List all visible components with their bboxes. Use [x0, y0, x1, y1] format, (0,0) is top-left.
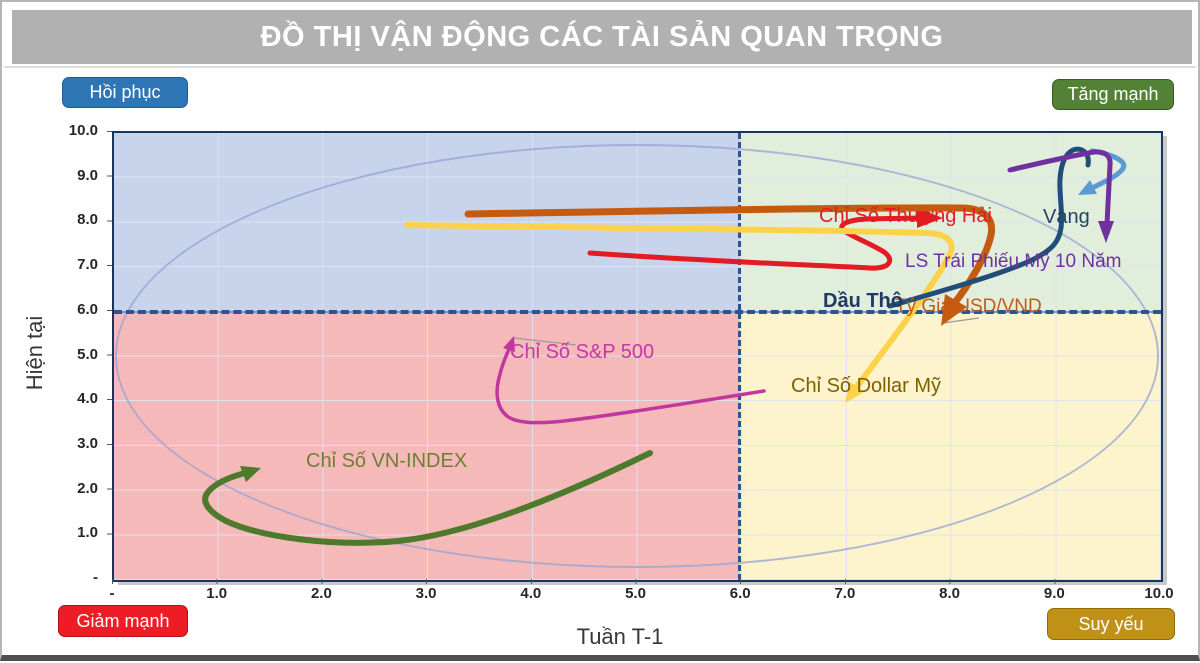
x-tick-label: 10.0	[1144, 585, 1174, 602]
title-bar: ĐỒ THỊ VẬN ĐỘNG CÁC TÀI SẢN QUAN TRỌNG	[12, 10, 1192, 64]
y-tick-label: 9.0	[77, 166, 98, 184]
y-axis-tickmarks	[107, 131, 112, 578]
x-tick-label: 6.0	[729, 585, 751, 602]
y-axis-title: Hiện tại	[22, 315, 47, 391]
x-axis-title: Tuần T-1	[576, 624, 664, 649]
y-tick-label: 4.0	[77, 390, 98, 408]
y-tick-label: 1.0	[77, 524, 98, 542]
x-tick-label: 2.0	[310, 585, 332, 602]
reference-ellipse	[115, 144, 1159, 568]
quadrant-button-strong-fall[interactable]: Giảm mạnh	[58, 605, 188, 637]
x-tick-label: 7.0	[834, 585, 856, 602]
x-tick-label: 8.0	[939, 585, 961, 602]
y-tick-label: 6.0	[77, 300, 98, 318]
y-tick-label: -	[93, 569, 98, 586]
vertical-divider	[738, 133, 741, 580]
x-tick-label: 3.0	[415, 585, 437, 602]
page-title: ĐỒ THỊ VẬN ĐỘNG CÁC TÀI SẢN QUAN TRỌNG	[260, 20, 944, 53]
quadrant-button-strong-rise[interactable]: Tăng mạnh	[1052, 79, 1174, 110]
quadrant-button-recovery[interactable]: Hồi phục	[62, 77, 188, 108]
y-tick-label: 7.0	[77, 256, 98, 274]
y-tick-label: 3.0	[77, 434, 98, 452]
y-tick-label: 5.0	[77, 345, 98, 363]
x-tick-label: 4.0	[520, 585, 542, 602]
x-axis-tickmarks	[112, 579, 1159, 584]
y-tick-label: 2.0	[77, 479, 98, 497]
x-tick-label: 1.0	[206, 585, 228, 602]
y-tick-label: 8.0	[77, 211, 98, 229]
header-divider	[4, 66, 1196, 68]
plot-area	[112, 131, 1163, 582]
x-tick-label: 9.0	[1043, 585, 1065, 602]
y-tick-label: 10.0	[68, 122, 98, 139]
x-tick-label: 5.0	[625, 585, 646, 602]
x-tick-label: -	[109, 585, 115, 602]
horizontal-divider	[114, 310, 1161, 314]
quadrant-button-weakening[interactable]: Suy yếu	[1047, 608, 1175, 640]
